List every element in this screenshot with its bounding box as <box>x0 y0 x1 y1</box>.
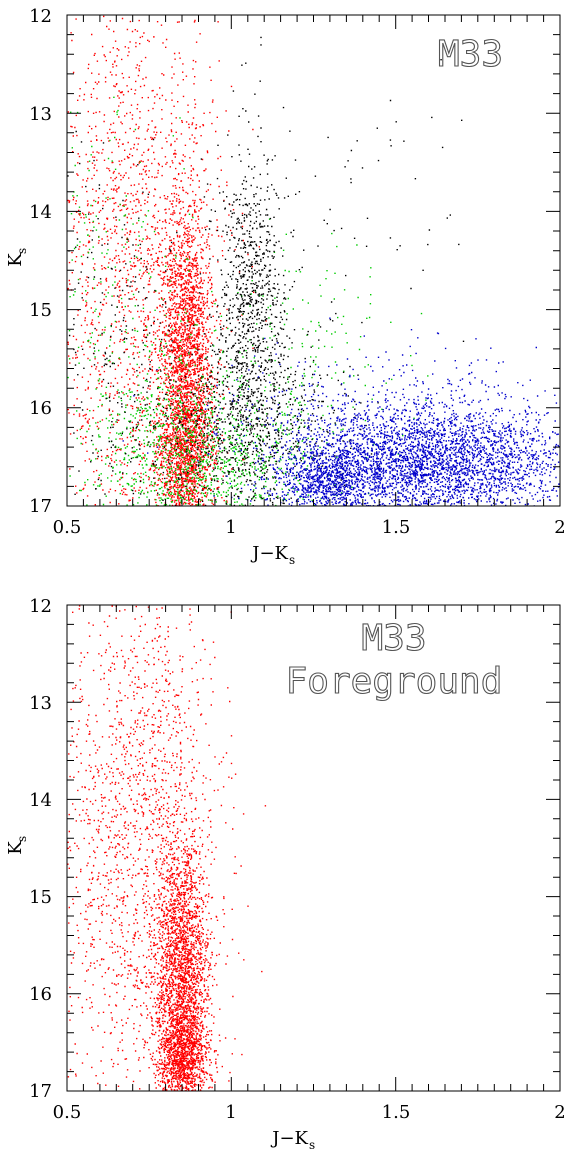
series-points-3 <box>122 317 560 506</box>
y-axis-label-sub-top: s <box>15 248 29 254</box>
tick-label-x-3-top: 2 <box>554 517 565 538</box>
points-bottom <box>67 605 267 1091</box>
y-axis-label-sub-bottom: s <box>15 836 29 842</box>
tick-label-x-2-top: 1.5 <box>382 517 411 538</box>
series-points-0 <box>67 15 267 506</box>
x-axis-label-top: J−K s <box>250 543 295 567</box>
tick-label-x-0-top: 0.5 <box>53 517 82 538</box>
tick-label-y-0-top: 12 <box>29 6 52 27</box>
annotation-m33-bottom: M33 <box>361 618 426 659</box>
tick-label-y-5-top: 17 <box>29 496 52 517</box>
plot-frame-top <box>66 14 561 507</box>
series-points-1 <box>67 96 429 506</box>
ticks-bottom <box>66 604 561 1092</box>
tick-label-y-1-bottom: 13 <box>29 693 52 714</box>
tick-label-y-5-bottom: 17 <box>29 1081 52 1102</box>
y-axis-label-main-bottom: K <box>5 841 26 855</box>
tick-marks <box>66 14 561 507</box>
tick-label-x-3-bottom: 2 <box>554 1102 565 1123</box>
x-axis-label-sub-bottom: s <box>309 1138 315 1152</box>
x-axis-label-main-bottom: J−K <box>270 1128 308 1149</box>
tick-label-y-4-top: 16 <box>29 398 52 419</box>
points-top <box>67 15 560 506</box>
annotation-foreground-bottom: Foreground <box>286 661 503 702</box>
x-axis-label-sub-top: s <box>289 553 295 567</box>
tick-label-y-3-bottom: 15 <box>29 887 52 908</box>
series-points-0 <box>67 605 267 1091</box>
panel-top: 0.5 1 1.5 2 12 13 14 15 16 17 J−K s K s … <box>5 6 566 567</box>
y-axis-label-top: K s <box>5 248 29 267</box>
y-axis-label-main-top: K <box>5 253 26 267</box>
tick-label-x-1-top: 1 <box>225 517 236 538</box>
tick-label-x-1-bottom: 1 <box>225 1102 236 1123</box>
y-axis-label-bottom: K s <box>5 836 29 855</box>
tick-label-x-2-bottom: 1.5 <box>382 1102 411 1123</box>
x-axis-label-main-top: J−K <box>250 543 288 564</box>
tick-label-y-2-bottom: 14 <box>29 790 52 811</box>
tick-label-y-1-top: 13 <box>29 104 52 125</box>
tick-marks <box>66 604 561 1092</box>
x-axis-label-bottom: J−K s <box>270 1128 315 1152</box>
tick-label-y-3-top: 15 <box>29 300 52 321</box>
ticks-top <box>66 14 561 507</box>
tick-label-y-0-bottom: 12 <box>29 596 52 617</box>
annotation-m33-top: M33 <box>438 34 503 75</box>
tick-label-y-4-bottom: 16 <box>29 984 52 1005</box>
tick-label-y-2-top: 14 <box>29 202 52 223</box>
tick-label-x-0-bottom: 0.5 <box>53 1102 82 1123</box>
panel-bottom: 0.5 1 1.5 2 12 13 14 15 16 17 J−K s K s … <box>5 596 566 1152</box>
